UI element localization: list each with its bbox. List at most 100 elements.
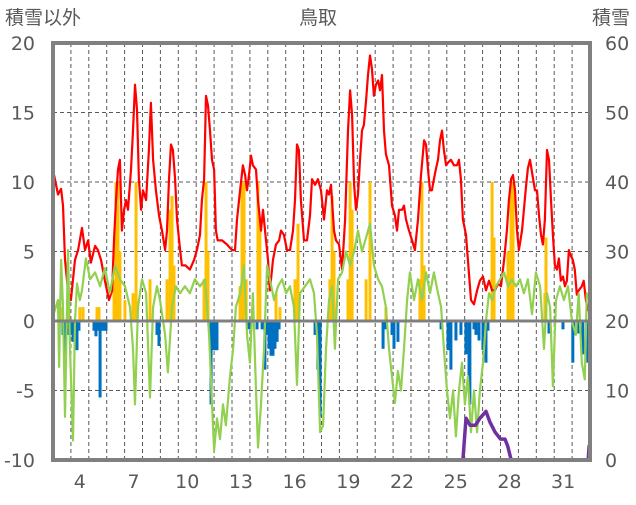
orange-bar: [330, 195, 334, 321]
blue-bar: [271, 321, 275, 356]
orange-bar: [364, 279, 368, 321]
orange-bar: [420, 182, 424, 321]
x-tick-label: 22: [390, 471, 414, 493]
y-right-tick-label: 0: [605, 450, 617, 472]
blue-bar: [454, 321, 458, 341]
blue-bar: [390, 321, 394, 335]
blue-bar: [318, 321, 322, 417]
blue-bar: [100, 321, 104, 331]
blue-bar: [155, 321, 159, 335]
orange-bar: [350, 209, 354, 321]
y-right-tick-label: 40: [605, 172, 629, 194]
y-left-tick-label: -5: [16, 381, 35, 403]
blue-bar: [464, 321, 468, 355]
blue-bar: [392, 321, 396, 349]
orange-bar: [118, 251, 122, 321]
orange-bar: [206, 251, 210, 321]
orange-bar: [168, 209, 172, 321]
blue-bar: [486, 321, 490, 331]
orange-bar: [97, 307, 101, 321]
x-tick-label: 31: [551, 471, 575, 493]
x-tick-label: 10: [175, 471, 199, 493]
x-tick-label: 16: [283, 471, 307, 493]
blue-bar: [446, 321, 450, 351]
tick-labels: 4 7 10 13 16 19 22 25 28 3120151050-5-10605040302…: [4, 33, 629, 493]
blue-bar: [157, 321, 161, 347]
blue-bar: [477, 321, 481, 341]
blue-bar: [92, 321, 96, 331]
orange-bar: [81, 307, 85, 321]
green-line: [53, 222, 591, 452]
y-left-tick-label: 15: [11, 103, 35, 125]
blue-bar: [247, 321, 251, 330]
blue-bar: [94, 321, 98, 337]
orange-bar: [368, 182, 372, 321]
bars: [57, 182, 591, 417]
blue-bar: [577, 321, 581, 334]
y-right-tick-label: 60: [605, 33, 629, 55]
orange-bar: [490, 182, 494, 321]
orange-bar: [123, 300, 127, 321]
orange-bar: [418, 279, 422, 321]
orange-bar: [422, 265, 426, 321]
blue-bar: [104, 321, 108, 331]
blue-bar: [581, 321, 585, 355]
blue-bar: [71, 321, 75, 342]
blue-bar: [384, 321, 388, 330]
blue-bar: [75, 321, 79, 351]
blue-bar: [313, 321, 317, 335]
y-left-tick-label: 10: [11, 172, 35, 194]
plot-frame: [51, 41, 592, 462]
right-axis-title: 積雪: [592, 7, 630, 29]
blue-bar: [396, 321, 400, 342]
blue-bar: [102, 321, 106, 331]
orange-bar: [134, 182, 138, 321]
orange-bar: [66, 307, 70, 321]
blue-bar: [269, 321, 273, 356]
x-tick-label: 13: [229, 471, 253, 493]
orange-bar: [78, 307, 82, 321]
blue-bar: [571, 321, 575, 363]
y-left-tick-label: 20: [11, 33, 35, 55]
blue-bar: [459, 321, 463, 335]
orange-bar: [204, 182, 208, 321]
blue-bar: [484, 321, 488, 363]
blue-bar: [474, 321, 478, 335]
orange-bar: [112, 279, 116, 321]
y-left-tick-label: 5: [23, 242, 35, 264]
orange-bar: [256, 182, 260, 321]
blue-bar: [449, 321, 453, 370]
blue-bar: [275, 321, 279, 342]
orange-bar: [332, 251, 336, 321]
blue-bar: [472, 321, 476, 330]
blue-bar: [265, 321, 269, 335]
blue-bar: [439, 321, 443, 330]
blue-bar: [260, 321, 264, 330]
orange-bar: [544, 237, 548, 321]
blue-bar: [77, 321, 81, 331]
y-left-tick-label: 0: [23, 311, 35, 333]
blue-bar: [547, 321, 551, 334]
blue-bar: [561, 321, 565, 330]
orange-bar: [165, 279, 169, 321]
axes: [51, 41, 592, 462]
blue-bar: [273, 321, 277, 349]
chart-title: 鳥取: [299, 7, 337, 29]
orange-bar: [296, 223, 300, 321]
blue-bar: [468, 321, 472, 405]
x-tick-label: 28: [497, 471, 521, 493]
orange-bar: [274, 293, 278, 321]
orange-bar: [293, 279, 297, 321]
orange-bar: [116, 182, 120, 321]
x-tick-label: 25: [444, 471, 468, 493]
y-right-tick-label: 20: [605, 311, 629, 333]
blue-bar: [267, 321, 271, 349]
blue-bar: [211, 321, 215, 351]
orange-bar: [492, 237, 496, 321]
y-right-tick-label: 50: [605, 103, 629, 125]
orange-bar: [148, 279, 152, 321]
orange-bar: [242, 182, 246, 321]
orange-bar: [170, 195, 174, 321]
orange-bar: [348, 182, 352, 321]
